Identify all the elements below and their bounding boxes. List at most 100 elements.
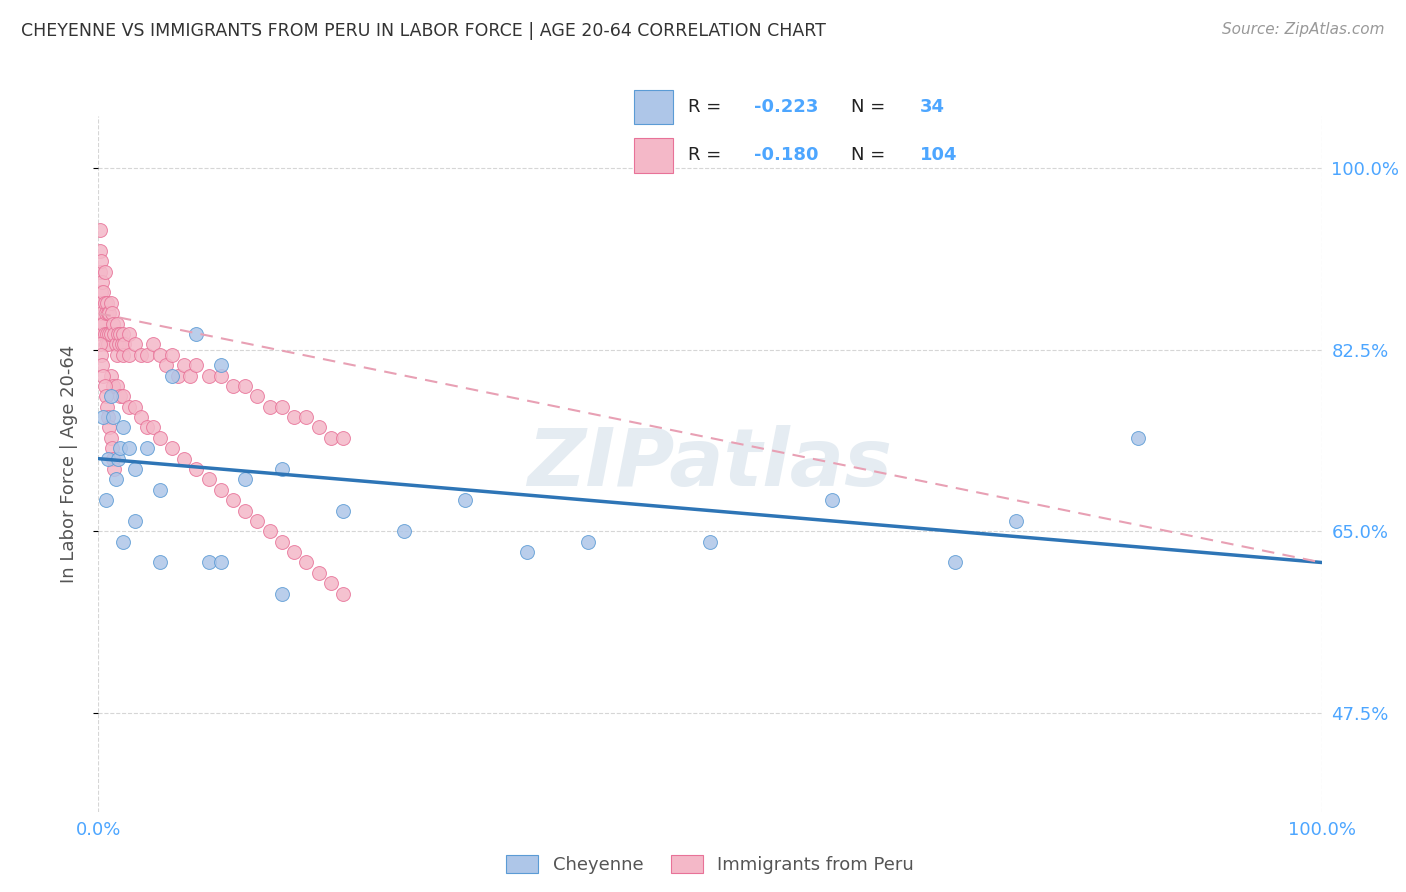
Point	[91, 326, 114, 341]
Point	[149, 483, 172, 497]
Point	[259, 524, 281, 539]
Text: 34: 34	[921, 98, 945, 116]
Point	[160, 368, 183, 383]
Point	[308, 420, 330, 434]
Point	[91, 358, 114, 372]
Point	[111, 420, 134, 434]
Point	[111, 348, 134, 362]
Point	[90, 348, 112, 362]
Point	[270, 587, 294, 601]
Point	[197, 368, 219, 383]
Point	[319, 431, 342, 445]
Point	[101, 306, 124, 320]
Point	[110, 442, 132, 456]
Point	[454, 493, 477, 508]
Point	[233, 379, 256, 393]
Point	[108, 337, 131, 351]
Point	[93, 379, 115, 393]
Point	[90, 285, 112, 300]
Point	[821, 493, 844, 508]
Point	[89, 337, 111, 351]
Point	[222, 379, 245, 393]
Point	[186, 358, 208, 372]
Text: R =: R =	[689, 98, 727, 116]
Point	[576, 534, 599, 549]
Point	[89, 244, 111, 258]
Point	[89, 265, 111, 279]
Point	[149, 431, 172, 445]
Point	[97, 451, 120, 466]
Point	[155, 358, 177, 372]
Text: N =: N =	[851, 98, 884, 116]
Point	[167, 368, 190, 383]
Point	[332, 587, 354, 601]
Point	[209, 368, 232, 383]
Point	[943, 556, 966, 570]
Point	[91, 317, 114, 331]
Point	[111, 326, 134, 341]
Point	[124, 400, 146, 414]
Point	[283, 410, 305, 425]
Point	[93, 265, 115, 279]
Text: Source: ZipAtlas.com: Source: ZipAtlas.com	[1222, 22, 1385, 37]
Point	[246, 514, 269, 528]
Point	[96, 400, 118, 414]
Point	[259, 400, 281, 414]
Point	[97, 306, 120, 320]
Text: -0.223: -0.223	[754, 98, 818, 116]
Y-axis label: In Labor Force | Age 20-64: In Labor Force | Age 20-64	[59, 344, 77, 583]
Point	[124, 337, 146, 351]
Point	[392, 524, 416, 539]
Point	[105, 317, 128, 331]
Point	[90, 254, 112, 268]
Point	[90, 296, 112, 310]
Point	[149, 348, 172, 362]
FancyBboxPatch shape	[634, 89, 672, 124]
Point	[96, 296, 118, 310]
Point	[93, 326, 115, 341]
Point	[246, 389, 269, 403]
Point	[100, 296, 122, 310]
Point	[270, 462, 294, 476]
Point	[91, 410, 114, 425]
Point	[186, 326, 208, 341]
Point	[308, 566, 330, 580]
Point	[149, 556, 172, 570]
Point	[98, 306, 121, 320]
Point	[173, 451, 195, 466]
Point	[186, 462, 208, 476]
Point	[101, 410, 124, 425]
Legend: Cheyenne, Immigrants from Peru: Cheyenne, Immigrants from Peru	[499, 847, 921, 881]
Point	[197, 556, 219, 570]
Point	[124, 462, 146, 476]
Point	[91, 368, 114, 383]
Point	[110, 389, 132, 403]
Point	[118, 400, 141, 414]
Point	[101, 317, 124, 331]
Point	[142, 337, 165, 351]
Point	[129, 410, 152, 425]
Text: -0.180: -0.180	[754, 146, 818, 164]
Point	[129, 348, 152, 362]
Point	[136, 348, 159, 362]
Point	[136, 420, 159, 434]
Point	[94, 493, 117, 508]
Point	[1128, 431, 1150, 445]
Point	[98, 326, 121, 341]
Point	[160, 442, 183, 456]
Text: 104: 104	[921, 146, 957, 164]
Point	[112, 337, 135, 351]
Point	[209, 483, 232, 497]
Point	[98, 420, 121, 434]
Point	[319, 576, 342, 591]
Point	[97, 337, 120, 351]
Point	[295, 556, 318, 570]
Text: ZIPatlas: ZIPatlas	[527, 425, 893, 503]
Point	[1004, 514, 1026, 528]
Point	[100, 326, 122, 341]
FancyBboxPatch shape	[634, 137, 672, 173]
Point	[283, 545, 305, 559]
Point	[103, 326, 125, 341]
Point	[107, 451, 129, 466]
Point	[89, 296, 111, 310]
